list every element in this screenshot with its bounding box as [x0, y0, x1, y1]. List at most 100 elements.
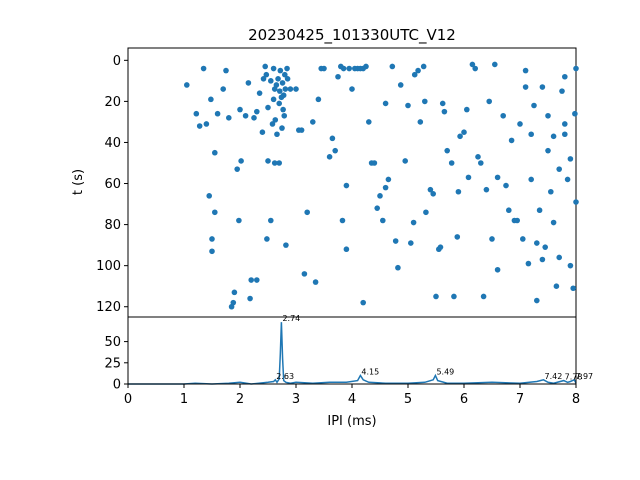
scatter-y-tick-label: 120: [96, 300, 121, 315]
scatter-y-tick-label: 80: [104, 218, 121, 233]
scatter-point: [531, 102, 537, 109]
scatter-point: [480, 293, 487, 300]
scatter-point: [203, 121, 210, 127]
scatter-point: [494, 266, 501, 273]
scatter-point: [220, 86, 226, 92]
figure-title: 20230425_101330UTC_V12: [248, 26, 456, 45]
scatter-point: [556, 254, 562, 261]
scatter-point: [550, 219, 557, 226]
scatter-point: [366, 119, 372, 125]
scatter-point: [567, 156, 574, 162]
histogram-x-tick-label: 1: [180, 392, 188, 407]
scatter-point: [427, 186, 434, 193]
scatter-point: [346, 65, 353, 72]
scatter-point: [464, 106, 470, 113]
scatter-point: [567, 262, 574, 269]
scatter-point: [433, 293, 439, 300]
scatter-point: [411, 71, 418, 78]
scatter-point: [234, 166, 240, 172]
scatter-point: [335, 73, 341, 80]
scatter-point: [439, 100, 446, 107]
scatter-point: [520, 236, 526, 242]
scatter-point: [415, 67, 421, 74]
scatter-point: [270, 65, 277, 72]
scatter-point: [570, 285, 576, 292]
scatter-point: [263, 71, 270, 78]
scatter-point: [343, 182, 350, 189]
scatter-point: [276, 88, 283, 94]
peak-annotation-label: 7.78: [565, 373, 583, 382]
scatter-point: [506, 207, 512, 214]
scatter-point: [562, 121, 568, 127]
scatter-point: [548, 188, 554, 195]
scatter-point: [522, 84, 529, 90]
scatter-point: [408, 240, 414, 246]
scatter-point: [550, 133, 557, 140]
scatter-point: [423, 209, 429, 216]
scatter-point: [226, 115, 232, 121]
scatter-point: [483, 186, 490, 193]
scatter-point: [236, 217, 242, 224]
scatter-point: [573, 199, 579, 205]
histogram-x-tick-label: 5: [404, 392, 412, 407]
scatter-point: [193, 110, 200, 117]
scatter-point: [562, 73, 568, 80]
scatter-point: [206, 193, 212, 199]
scatter-point: [430, 190, 437, 197]
scatter-point: [500, 112, 507, 119]
scatter-point: [494, 174, 501, 181]
scatter-point: [545, 147, 551, 154]
scatter-point: [339, 217, 346, 224]
scatter-point: [340, 65, 347, 72]
scatter-point: [272, 117, 279, 123]
scatter-y-tick-label: 60: [104, 177, 121, 192]
scatter-point: [268, 78, 274, 84]
scatter-point: [209, 248, 215, 255]
scatter-point: [293, 86, 299, 92]
histogram-axes-frame: [127, 316, 577, 385]
scatter-point: [382, 184, 389, 191]
scatter-point: [253, 108, 260, 115]
scatter-point: [475, 154, 481, 160]
scatter-point: [282, 86, 289, 92]
scatter-point: [283, 242, 289, 248]
scatter-point: [417, 119, 424, 125]
scatter-point: [329, 135, 336, 142]
scatter-point: [377, 193, 383, 199]
scatter-point: [522, 67, 529, 74]
scatter-point: [301, 271, 308, 277]
histogram-x-tick-label: 6: [460, 392, 468, 407]
scatter-panel: 0 20 40 60 80 100 120 t (s): [71, 47, 579, 318]
histogram-y-tick-label: 50: [104, 335, 121, 350]
scatter-point: [363, 63, 369, 70]
scatter-point: [304, 209, 311, 216]
scatter-point: [478, 160, 484, 166]
scatter-point: [492, 61, 498, 68]
scatter-point: [553, 283, 560, 289]
scatter-point: [380, 217, 386, 224]
scatter-point: [451, 293, 457, 300]
scatter-point: [242, 112, 249, 119]
scatter-point: [248, 277, 254, 283]
scatter-point: [280, 92, 287, 99]
scatter-point: [265, 104, 271, 111]
peak-annotations: 2.74 2.63 4.15 5.49 7.42 7.787.97: [276, 314, 593, 382]
scatter-point: [238, 158, 244, 164]
scatter-point: [441, 108, 448, 115]
scatter-point: [276, 160, 283, 166]
scatter-point: [260, 76, 267, 82]
scatter-point: [420, 63, 427, 70]
scatter-point: [395, 264, 401, 271]
scatter-point: [259, 129, 266, 135]
scatter-point: [268, 217, 274, 224]
scatter-point: [405, 102, 411, 109]
scatter-point: [237, 106, 243, 113]
scatter-point: [349, 86, 355, 92]
scatter-point: [251, 115, 257, 121]
scatter-point: [437, 244, 444, 250]
scatter-point: [281, 112, 288, 119]
scatter-point: [360, 299, 367, 306]
scatter-point: [326, 154, 333, 160]
scatter-point: [486, 98, 493, 105]
scatter-point: [212, 149, 218, 156]
